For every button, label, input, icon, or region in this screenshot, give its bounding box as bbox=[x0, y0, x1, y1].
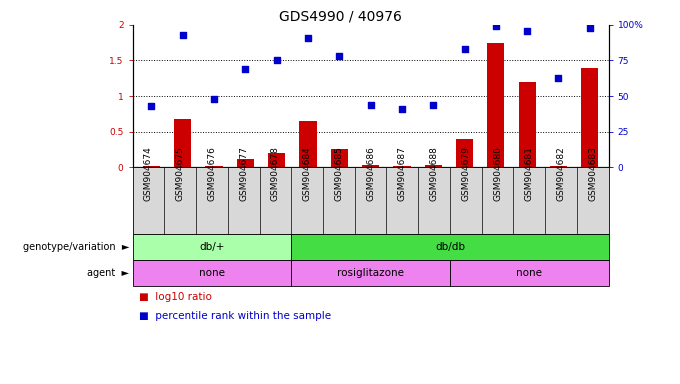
Text: GSM904680: GSM904680 bbox=[493, 146, 502, 201]
Text: ■  percentile rank within the sample: ■ percentile rank within the sample bbox=[139, 311, 332, 321]
Point bbox=[334, 53, 345, 59]
Point bbox=[303, 35, 313, 41]
Text: GSM904675: GSM904675 bbox=[175, 146, 185, 201]
Point bbox=[584, 25, 595, 31]
Bar bbox=[550, 166, 567, 167]
Bar bbox=[519, 82, 536, 167]
Point bbox=[522, 28, 532, 34]
Bar bbox=[581, 68, 598, 167]
Point bbox=[553, 74, 564, 81]
Text: GSM904688: GSM904688 bbox=[430, 146, 439, 201]
Bar bbox=[268, 153, 286, 167]
Point bbox=[271, 57, 282, 63]
Point bbox=[428, 101, 439, 108]
Point bbox=[177, 32, 188, 38]
Text: GSM904679: GSM904679 bbox=[461, 146, 471, 201]
Text: GSM904682: GSM904682 bbox=[556, 146, 566, 201]
Bar bbox=[488, 43, 505, 167]
Text: GSM904676: GSM904676 bbox=[207, 146, 216, 201]
Text: db/+: db/+ bbox=[199, 242, 224, 252]
Point bbox=[396, 106, 407, 112]
Bar bbox=[205, 166, 222, 167]
Text: GSM904678: GSM904678 bbox=[271, 146, 280, 201]
Point bbox=[365, 101, 376, 108]
Text: agent  ►: agent ► bbox=[87, 268, 129, 278]
Text: ■  log10 ratio: ■ log10 ratio bbox=[139, 292, 212, 302]
Bar bbox=[362, 165, 379, 167]
Point bbox=[490, 23, 501, 30]
Text: GSM904677: GSM904677 bbox=[239, 146, 248, 201]
Text: GSM904684: GSM904684 bbox=[303, 146, 311, 201]
Bar bbox=[393, 166, 411, 167]
Bar bbox=[299, 121, 317, 167]
Text: GSM904683: GSM904683 bbox=[588, 146, 597, 201]
Text: db/db: db/db bbox=[435, 242, 465, 252]
Point bbox=[240, 66, 251, 72]
Text: rosiglitazone: rosiglitazone bbox=[337, 268, 404, 278]
Text: none: none bbox=[516, 268, 542, 278]
Text: GSM904681: GSM904681 bbox=[525, 146, 534, 201]
Bar bbox=[330, 149, 348, 167]
Text: GSM904687: GSM904687 bbox=[398, 146, 407, 201]
Text: genotype/variation  ►: genotype/variation ► bbox=[23, 242, 129, 252]
Text: GDS4990 / 40976: GDS4990 / 40976 bbox=[279, 10, 401, 23]
Bar bbox=[424, 165, 442, 167]
Bar bbox=[143, 166, 160, 167]
Bar bbox=[237, 159, 254, 167]
Text: GSM904686: GSM904686 bbox=[366, 146, 375, 201]
Bar bbox=[456, 139, 473, 167]
Text: GSM904674: GSM904674 bbox=[144, 146, 153, 201]
Bar bbox=[174, 119, 191, 167]
Text: none: none bbox=[199, 268, 225, 278]
Point bbox=[459, 46, 470, 52]
Point bbox=[146, 103, 157, 109]
Point bbox=[209, 96, 220, 102]
Text: GSM904685: GSM904685 bbox=[335, 146, 343, 201]
